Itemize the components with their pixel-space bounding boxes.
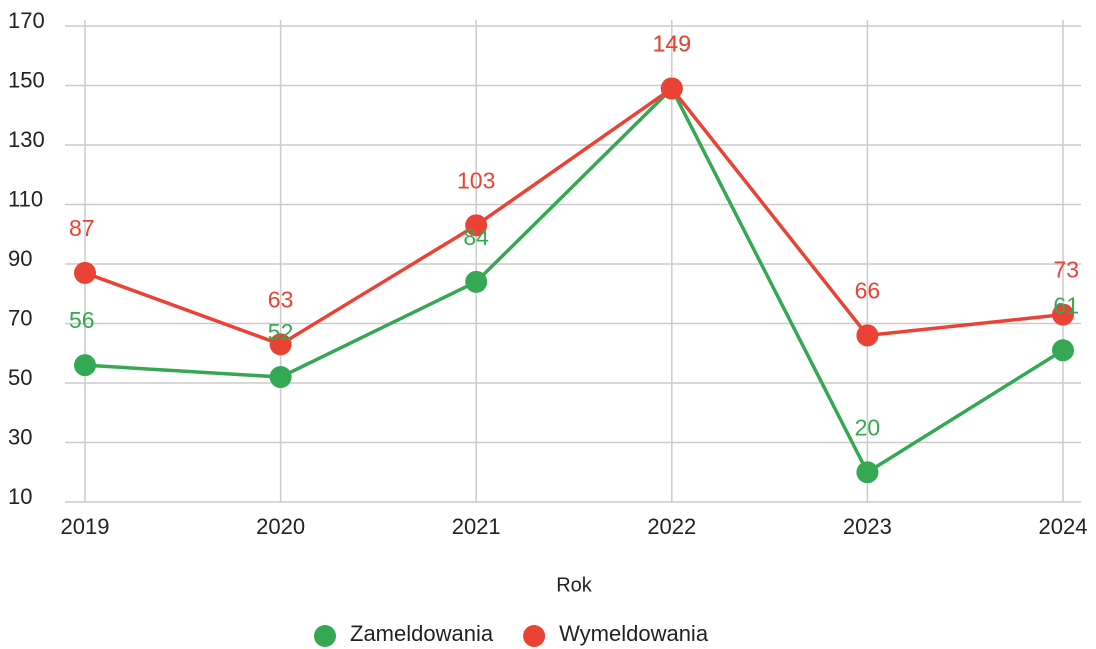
- point: [269, 333, 292, 356]
- series-line: [84, 85, 1064, 475]
- point: [856, 324, 879, 347]
- point: [1052, 339, 1074, 362]
- y-tick-label: 130: [8, 127, 45, 152]
- y-tick-label: 30: [8, 424, 32, 449]
- x-tick-label: 2019: [61, 514, 110, 539]
- x-tick-label: 2020: [256, 514, 305, 539]
- x-axis-title: Rok: [556, 574, 593, 596]
- y-tick-label: 170: [8, 8, 45, 33]
- y-tick-label: 10: [8, 484, 32, 509]
- y-tick-label: 70: [8, 305, 32, 330]
- point: [269, 366, 292, 389]
- series-line: [84, 86, 1064, 347]
- point: [465, 214, 488, 237]
- legend-marker: [314, 625, 336, 647]
- value-label: 56: [69, 307, 95, 333]
- x-tick-label: 2022: [647, 514, 696, 539]
- value-label: 149: [653, 31, 691, 57]
- x-tick-label: 2024: [1039, 514, 1088, 539]
- value-label: 66: [855, 277, 881, 303]
- y-tick-label: 110: [8, 186, 43, 211]
- point: [74, 261, 96, 284]
- point: [1052, 303, 1074, 326]
- value-label: 87: [69, 215, 95, 241]
- legend-label: Zameldowania: [350, 621, 494, 646]
- y-tick-label: 50: [8, 365, 32, 390]
- y-tick-label: 90: [8, 246, 32, 271]
- y-tick-label: 150: [8, 67, 45, 92]
- point: [74, 354, 96, 377]
- point: [465, 270, 488, 293]
- value-label: 61: [1053, 292, 1079, 318]
- legend-label: Wymeldowania: [559, 621, 709, 646]
- value-label: 73: [1053, 257, 1079, 283]
- value-label: 52: [268, 319, 294, 345]
- x-tick-label: 2021: [452, 514, 501, 539]
- legend-marker: [523, 625, 546, 647]
- value-label: 20: [855, 414, 881, 440]
- point: [660, 77, 683, 100]
- value-label: 149: [653, 31, 691, 57]
- value-label: 63: [268, 286, 294, 312]
- value-label: 103: [457, 167, 495, 193]
- value-label: 84: [463, 224, 489, 250]
- x-tick-label: 2023: [843, 514, 892, 539]
- point: [856, 461, 879, 484]
